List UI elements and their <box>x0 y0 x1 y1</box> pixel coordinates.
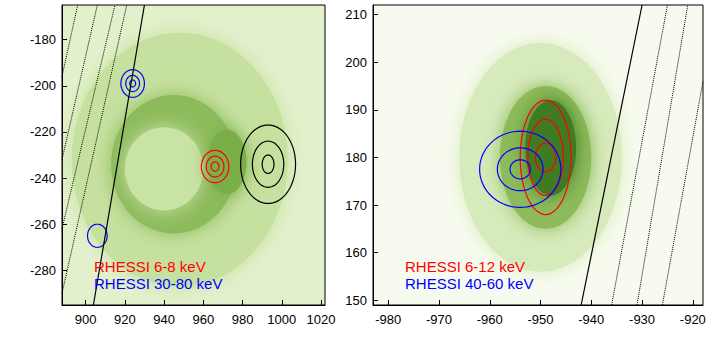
svg-text:RHESSI 40-60 keV: RHESSI 40-60 keV <box>405 275 533 292</box>
svg-text:160: 160 <box>345 245 367 260</box>
svg-text:-240: -240 <box>30 171 56 186</box>
svg-text:RHESSI 30-80 keV: RHESSI 30-80 keV <box>94 275 222 292</box>
svg-text:170: 170 <box>345 198 367 213</box>
svg-text:150: 150 <box>345 293 367 308</box>
svg-text:RHESSI 6-8 keV: RHESSI 6-8 keV <box>94 258 206 275</box>
svg-text:-950: -950 <box>528 312 554 327</box>
svg-text:190: 190 <box>345 102 367 117</box>
svg-text:-920: -920 <box>680 312 706 327</box>
svg-text:-940: -940 <box>578 312 604 327</box>
svg-text:-970: -970 <box>426 312 452 327</box>
svg-text:920: 920 <box>114 312 136 327</box>
svg-text:960: 960 <box>192 312 214 327</box>
svg-text:RHESSI 6-12 keV: RHESSI 6-12 keV <box>405 258 525 275</box>
svg-text:940: 940 <box>153 312 175 327</box>
svg-text:-200: -200 <box>30 78 56 93</box>
svg-text:180: 180 <box>345 150 367 165</box>
svg-text:200: 200 <box>345 55 367 70</box>
svg-text:1020: 1020 <box>307 312 336 327</box>
svg-text:210: 210 <box>345 7 367 22</box>
svg-text:-220: -220 <box>30 124 56 139</box>
svg-text:-180: -180 <box>30 32 56 47</box>
svg-text:-280: -280 <box>30 263 56 278</box>
svg-text:-260: -260 <box>30 217 56 232</box>
svg-text:980: 980 <box>232 312 254 327</box>
svg-text:-960: -960 <box>477 312 503 327</box>
svg-text:1000: 1000 <box>267 312 296 327</box>
svg-text:900: 900 <box>75 312 97 327</box>
svg-text:-930: -930 <box>629 312 655 327</box>
svg-text:-980: -980 <box>375 312 401 327</box>
